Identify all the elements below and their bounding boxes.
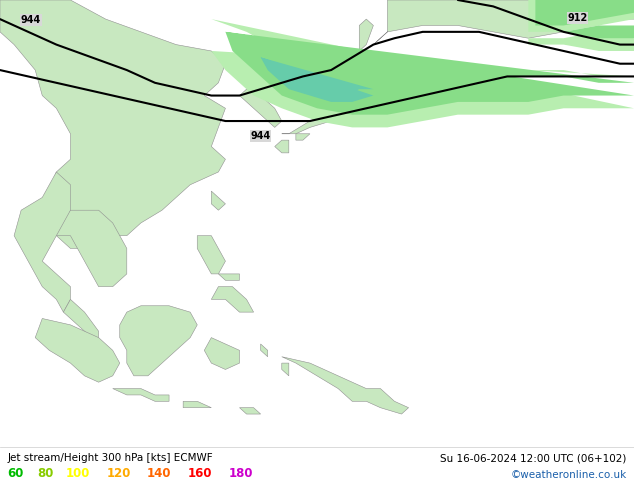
Polygon shape [281,76,359,134]
Polygon shape [296,134,310,140]
Polygon shape [63,299,99,344]
Polygon shape [281,357,408,414]
Text: 944: 944 [250,131,271,141]
Text: 120: 120 [107,467,131,480]
Polygon shape [14,172,70,312]
Polygon shape [204,338,240,369]
Text: 80: 80 [37,467,53,480]
Polygon shape [240,89,281,127]
Polygon shape [211,19,634,127]
Text: Jet stream/Height 300 hPa [kts] ECMWF: Jet stream/Height 300 hPa [kts] ECMWF [8,453,213,463]
Polygon shape [261,344,268,357]
Text: 100: 100 [66,467,90,480]
Polygon shape [281,363,289,376]
Text: 944: 944 [21,15,41,25]
Text: 60: 60 [8,467,24,480]
Polygon shape [528,0,634,51]
Polygon shape [535,0,634,38]
Polygon shape [211,287,254,312]
Polygon shape [211,191,226,210]
Text: ©weatheronline.co.uk: ©weatheronline.co.uk [510,470,626,480]
Polygon shape [275,140,289,153]
Polygon shape [218,274,240,280]
Text: Su 16-06-2024 12:00 UTC (06+102): Su 16-06-2024 12:00 UTC (06+102) [440,453,626,463]
Polygon shape [353,70,387,83]
Polygon shape [197,236,226,274]
Text: 912: 912 [567,13,588,23]
Polygon shape [113,389,169,401]
Polygon shape [226,32,634,115]
Text: 180: 180 [228,467,253,480]
Polygon shape [56,210,127,287]
Polygon shape [0,0,226,248]
Polygon shape [240,408,261,414]
Text: 160: 160 [188,467,212,480]
Polygon shape [261,57,373,102]
Polygon shape [373,0,634,45]
Polygon shape [120,306,197,376]
Text: 140: 140 [147,467,172,480]
Polygon shape [183,401,211,408]
Polygon shape [359,19,373,51]
Polygon shape [36,318,120,382]
